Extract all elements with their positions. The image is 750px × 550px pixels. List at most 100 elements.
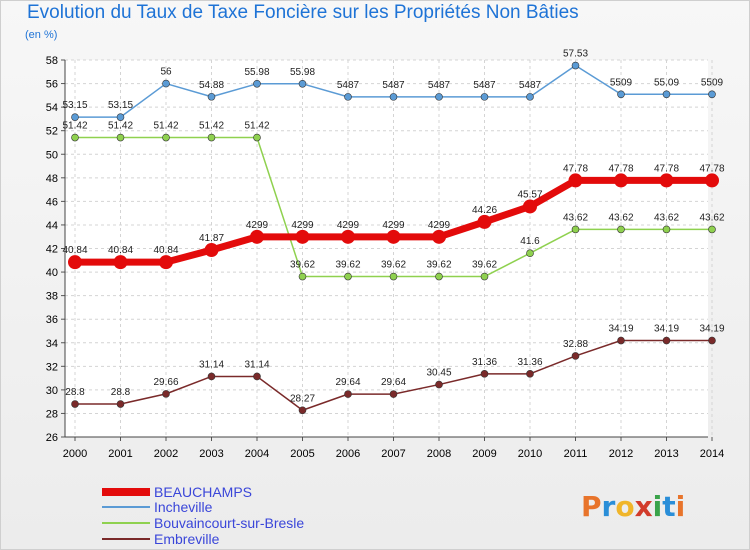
data-label: 54.88 xyxy=(199,80,224,91)
y-tick-label: 36 xyxy=(46,314,58,326)
data-point xyxy=(71,133,79,142)
data-label: 40.84 xyxy=(153,245,178,256)
data-point xyxy=(708,90,716,99)
data-point xyxy=(71,400,79,408)
data-label: 40.84 xyxy=(62,245,87,256)
data-label: 51.42 xyxy=(153,121,178,132)
data-label: 4299 xyxy=(246,220,269,231)
y-tick-label: 32 xyxy=(46,361,58,373)
data-label: 41.87 xyxy=(199,233,224,244)
proxiti-logo: Proxiti xyxy=(581,490,685,523)
data-label: 5487 xyxy=(428,80,451,91)
data-point xyxy=(617,90,625,99)
data-label: 4299 xyxy=(428,220,451,231)
data-label: 41.6 xyxy=(520,236,540,247)
data-label: 45.57 xyxy=(517,189,542,200)
data-label: 53.15 xyxy=(108,100,133,111)
x-tick-label: 2010 xyxy=(518,448,542,460)
chart-title: Evolution du Taux de Taxe Foncière sur l… xyxy=(27,2,579,23)
data-label: 39.62 xyxy=(381,260,406,271)
data-label: 4299 xyxy=(291,220,314,231)
data-point xyxy=(344,272,352,281)
data-label: 55.09 xyxy=(654,77,679,88)
data-label: 4299 xyxy=(382,220,405,231)
data-point xyxy=(617,336,625,345)
data-label: 31.14 xyxy=(244,359,269,370)
y-tick-label: 46 xyxy=(46,196,58,208)
data-point xyxy=(389,390,398,398)
data-label: 57.53 xyxy=(563,49,588,60)
x-tick-label: 2014 xyxy=(700,448,724,460)
y-tick-label: 52 xyxy=(46,126,58,138)
data-point xyxy=(432,229,446,244)
data-label: 5487 xyxy=(473,80,496,91)
data-point xyxy=(480,272,489,281)
data-point xyxy=(253,79,261,88)
legend-label: BEAUCHAMPS xyxy=(154,484,252,500)
data-label: 34.19 xyxy=(699,324,724,335)
x-tick-label: 2008 xyxy=(427,448,451,460)
x-tick-label: 2009 xyxy=(472,448,496,460)
data-point xyxy=(389,93,398,101)
y-tick-label: 48 xyxy=(46,173,58,185)
data-label: 47.78 xyxy=(608,163,633,174)
data-point xyxy=(435,93,443,101)
data-label: 31.36 xyxy=(472,357,497,368)
data-label: 32.88 xyxy=(563,339,588,350)
data-label: 28.8 xyxy=(65,387,85,398)
data-label: 43.62 xyxy=(608,212,633,223)
data-point xyxy=(295,229,310,244)
x-tick-label: 2006 xyxy=(336,448,360,460)
data-point xyxy=(298,79,307,88)
data-point xyxy=(162,79,170,88)
data-label: 5509 xyxy=(701,77,724,88)
data-point xyxy=(116,400,125,408)
data-label: 30.45 xyxy=(426,368,451,379)
data-label: 39.62 xyxy=(335,260,360,271)
data-point xyxy=(162,133,170,142)
data-point xyxy=(477,214,492,229)
data-label: 53.15 xyxy=(62,100,87,111)
data-point xyxy=(568,173,583,188)
data-label: 51.42 xyxy=(108,121,133,132)
data-point xyxy=(389,272,398,281)
data-point xyxy=(708,225,716,234)
data-point xyxy=(253,133,261,142)
data-point xyxy=(68,255,82,270)
data-label: 31.14 xyxy=(199,359,224,370)
x-tick-label: 2003 xyxy=(199,448,223,460)
data-point xyxy=(341,229,355,244)
data-label: 31.36 xyxy=(517,357,542,368)
data-label: 28.8 xyxy=(111,387,131,398)
data-point xyxy=(162,390,170,398)
data-point xyxy=(71,113,79,121)
y-tick-label: 28 xyxy=(46,408,58,420)
legend-label: Incheville xyxy=(154,499,213,515)
data-label: 47.78 xyxy=(563,163,588,174)
data-point xyxy=(253,372,261,381)
data-point xyxy=(435,380,443,389)
x-tick-label: 2004 xyxy=(245,448,269,460)
data-point xyxy=(526,93,534,101)
data-point xyxy=(204,243,219,258)
data-label: 44.26 xyxy=(472,205,497,216)
x-tick-label: 2007 xyxy=(381,448,405,460)
data-point xyxy=(480,370,489,378)
logo-letter: i xyxy=(675,490,686,523)
data-label: 39.62 xyxy=(472,260,497,271)
y-tick-label: 34 xyxy=(46,338,58,350)
data-point xyxy=(116,113,125,121)
y-tick-label: 30 xyxy=(46,385,58,397)
data-point xyxy=(705,173,719,188)
y-tick-label: 54 xyxy=(46,102,58,114)
legend-label: Embreville xyxy=(154,531,220,547)
data-point xyxy=(480,93,489,101)
logo-letter: i xyxy=(652,490,663,523)
x-tick-label: 2012 xyxy=(609,448,633,460)
y-tick-label: 50 xyxy=(46,149,58,161)
data-label: 29.64 xyxy=(335,377,360,388)
data-point xyxy=(659,173,674,188)
data-label: 43.62 xyxy=(654,212,679,223)
data-point xyxy=(207,133,216,142)
data-label: 51.42 xyxy=(244,121,269,132)
